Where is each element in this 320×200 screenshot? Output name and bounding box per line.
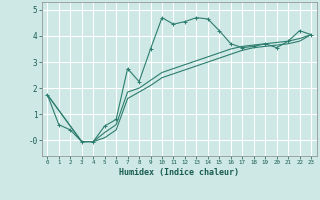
X-axis label: Humidex (Indice chaleur): Humidex (Indice chaleur) [119, 168, 239, 177]
